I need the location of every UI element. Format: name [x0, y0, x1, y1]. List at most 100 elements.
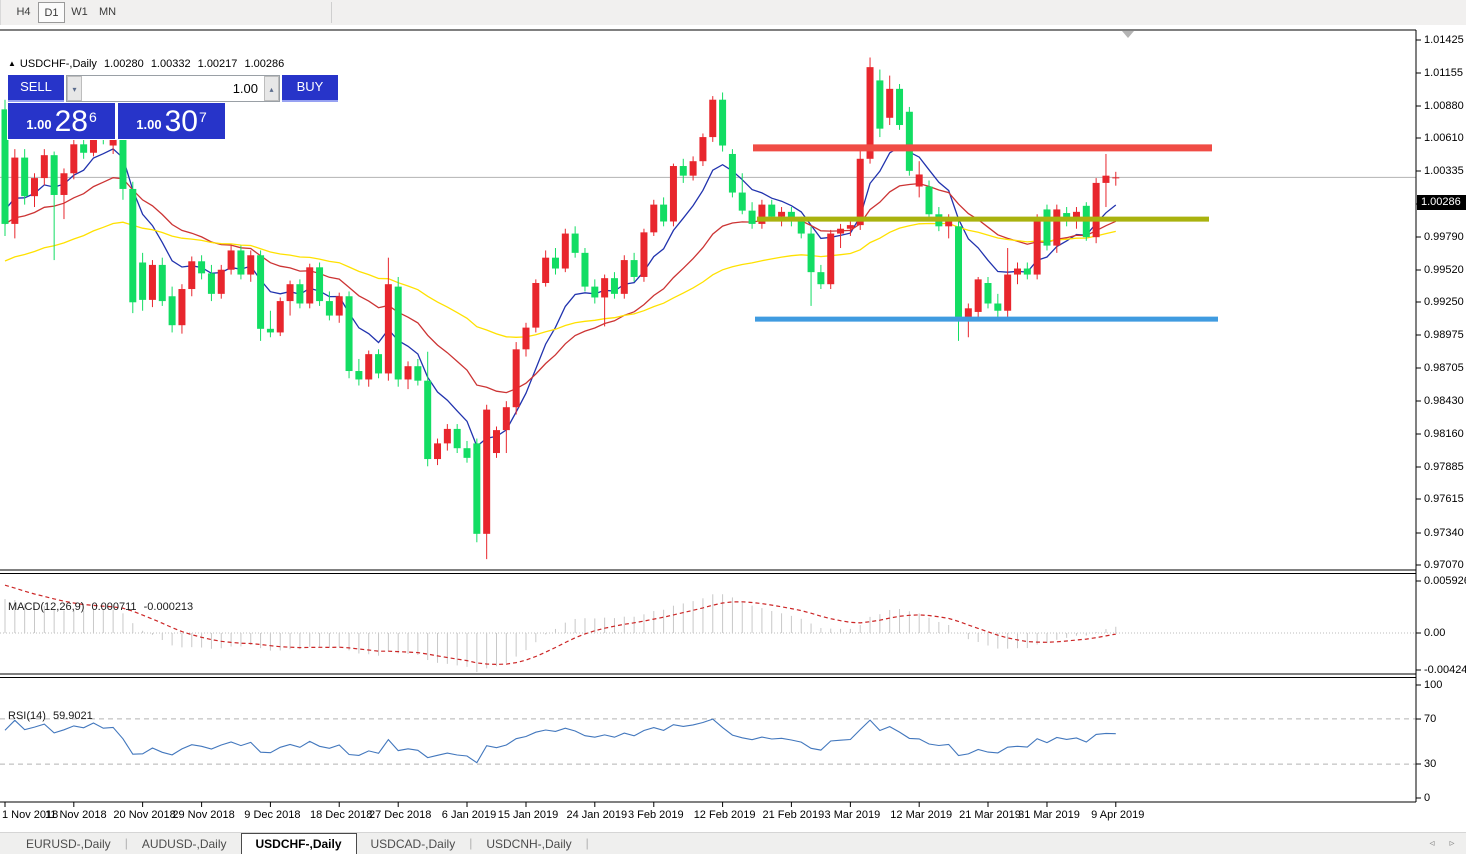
candle-body[interactable]	[522, 327, 530, 350]
candle-body[interactable]	[168, 296, 176, 326]
candle-body[interactable]	[237, 250, 245, 275]
candle-body[interactable]	[905, 111, 913, 171]
candle-body[interactable]	[571, 233, 579, 253]
candle-body[interactable]	[542, 257, 550, 283]
candle-body[interactable]	[827, 233, 835, 285]
sell-price-display[interactable]: 1.00 28 6	[8, 103, 115, 139]
candle-body[interactable]	[1033, 219, 1041, 275]
candle-body[interactable]	[886, 88, 894, 118]
candle-body[interactable]	[1053, 209, 1061, 246]
candle-body[interactable]	[532, 282, 540, 328]
candle-body[interactable]	[188, 261, 196, 290]
candle-body[interactable]	[709, 99, 717, 138]
candle-body[interactable]	[21, 157, 29, 197]
candle-body[interactable]	[856, 158, 864, 226]
candle-body[interactable]	[463, 448, 471, 458]
candle-body[interactable]	[296, 284, 304, 304]
volume-decrease-button[interactable]: ▾	[67, 76, 82, 101]
candle-body[interactable]	[728, 153, 736, 193]
candle-body[interactable]	[276, 301, 284, 333]
candle-body[interactable]	[846, 225, 854, 229]
candle-body[interactable]	[876, 80, 884, 129]
candle-body[interactable]	[768, 204, 776, 217]
candle-body[interactable]	[974, 279, 982, 312]
candle-body[interactable]	[896, 88, 904, 126]
candle-body[interactable]	[119, 137, 127, 189]
candle-body[interactable]	[11, 157, 19, 224]
candle-body[interactable]	[257, 255, 265, 329]
candle-body[interactable]	[650, 204, 658, 233]
candle-body[interactable]	[964, 308, 972, 320]
candle-body[interactable]	[30, 178, 38, 197]
chart-tab-usdcad[interactable]: USDCAD-,Daily	[370, 837, 456, 851]
candle-body[interactable]	[955, 226, 963, 320]
candle-body[interactable]	[807, 233, 815, 273]
candle-body[interactable]	[266, 328, 274, 333]
tab-scroll-left-button[interactable]: ◃	[1429, 838, 1435, 849]
timeframe-button-d1[interactable]: D1	[38, 2, 65, 23]
candle-body[interactable]	[738, 192, 746, 211]
candle-body[interactable]	[473, 443, 481, 534]
timeframe-button-h4[interactable]: H4	[16, 6, 31, 18]
candle-body[interactable]	[1013, 268, 1021, 275]
candle-body[interactable]	[178, 289, 186, 326]
chart-tab-eurusd[interactable]: EURUSD-,Daily	[26, 837, 111, 851]
candle-body[interactable]	[345, 296, 353, 372]
candle-body[interactable]	[837, 228, 845, 234]
candle-body[interactable]	[1092, 182, 1100, 238]
candle-body[interactable]	[1004, 274, 1012, 311]
candle-body[interactable]	[443, 428, 451, 444]
candle-body[interactable]	[148, 264, 156, 300]
candle-body[interactable]	[915, 174, 923, 187]
candle-body[interactable]	[689, 161, 697, 176]
candle-body[interactable]	[1, 109, 9, 224]
candle-body[interactable]	[493, 430, 500, 454]
candle-body[interactable]	[247, 255, 255, 275]
candle-body[interactable]	[316, 267, 324, 302]
candle-body[interactable]	[669, 166, 677, 222]
candle-body[interactable]	[591, 286, 599, 298]
candle-body[interactable]	[394, 286, 402, 380]
candle-body[interactable]	[50, 155, 58, 195]
candle-body[interactable]	[139, 262, 147, 300]
candle-body[interactable]	[620, 260, 628, 294]
candle-body[interactable]	[198, 261, 206, 274]
buy-price-display[interactable]: 1.00 30 7	[118, 103, 225, 139]
candle-body[interactable]	[424, 380, 432, 460]
volume-increase-button[interactable]: ▴	[264, 76, 279, 101]
candle-body[interactable]	[984, 282, 992, 304]
candle-body[interactable]	[434, 443, 442, 460]
candle-body[interactable]	[817, 272, 825, 285]
candle-body[interactable]	[1043, 209, 1051, 246]
candle-body[interactable]	[483, 409, 491, 534]
candle-body[interactable]	[925, 186, 933, 215]
candle-body[interactable]	[1023, 268, 1031, 275]
candle-body[interactable]	[719, 99, 727, 146]
candle-body[interactable]	[994, 303, 1002, 311]
candle-body[interactable]	[60, 173, 68, 195]
candle-body[interactable]	[404, 366, 412, 380]
candle-body[interactable]	[610, 278, 618, 294]
volume-input[interactable]	[82, 76, 264, 101]
candle-body[interactable]	[778, 211, 786, 217]
candle-body[interactable]	[630, 260, 638, 277]
candle-body[interactable]	[1102, 175, 1110, 183]
candle-body[interactable]	[70, 144, 78, 174]
candle-body[interactable]	[512, 349, 520, 408]
price-chart-canvas[interactable]	[0, 25, 1466, 831]
candle-body[interactable]	[660, 204, 668, 222]
candle-body[interactable]	[129, 188, 137, 303]
chart-tab-audusd[interactable]: AUDUSD-,Daily	[141, 837, 227, 851]
candle-body[interactable]	[866, 67, 874, 159]
candle-body[interactable]	[217, 269, 225, 294]
collapse-panel-icon[interactable]: ▲	[8, 59, 16, 68]
candle-body[interactable]	[581, 252, 589, 287]
candle-body[interactable]	[286, 284, 294, 302]
candle-body[interactable]	[561, 233, 569, 269]
candle-body[interactable]	[699, 137, 707, 162]
candle-body[interactable]	[384, 284, 392, 374]
candle-body[interactable]	[325, 301, 333, 316]
candle-body[interactable]	[335, 296, 343, 316]
candle-body[interactable]	[306, 267, 314, 304]
candle-body[interactable]	[207, 273, 215, 294]
